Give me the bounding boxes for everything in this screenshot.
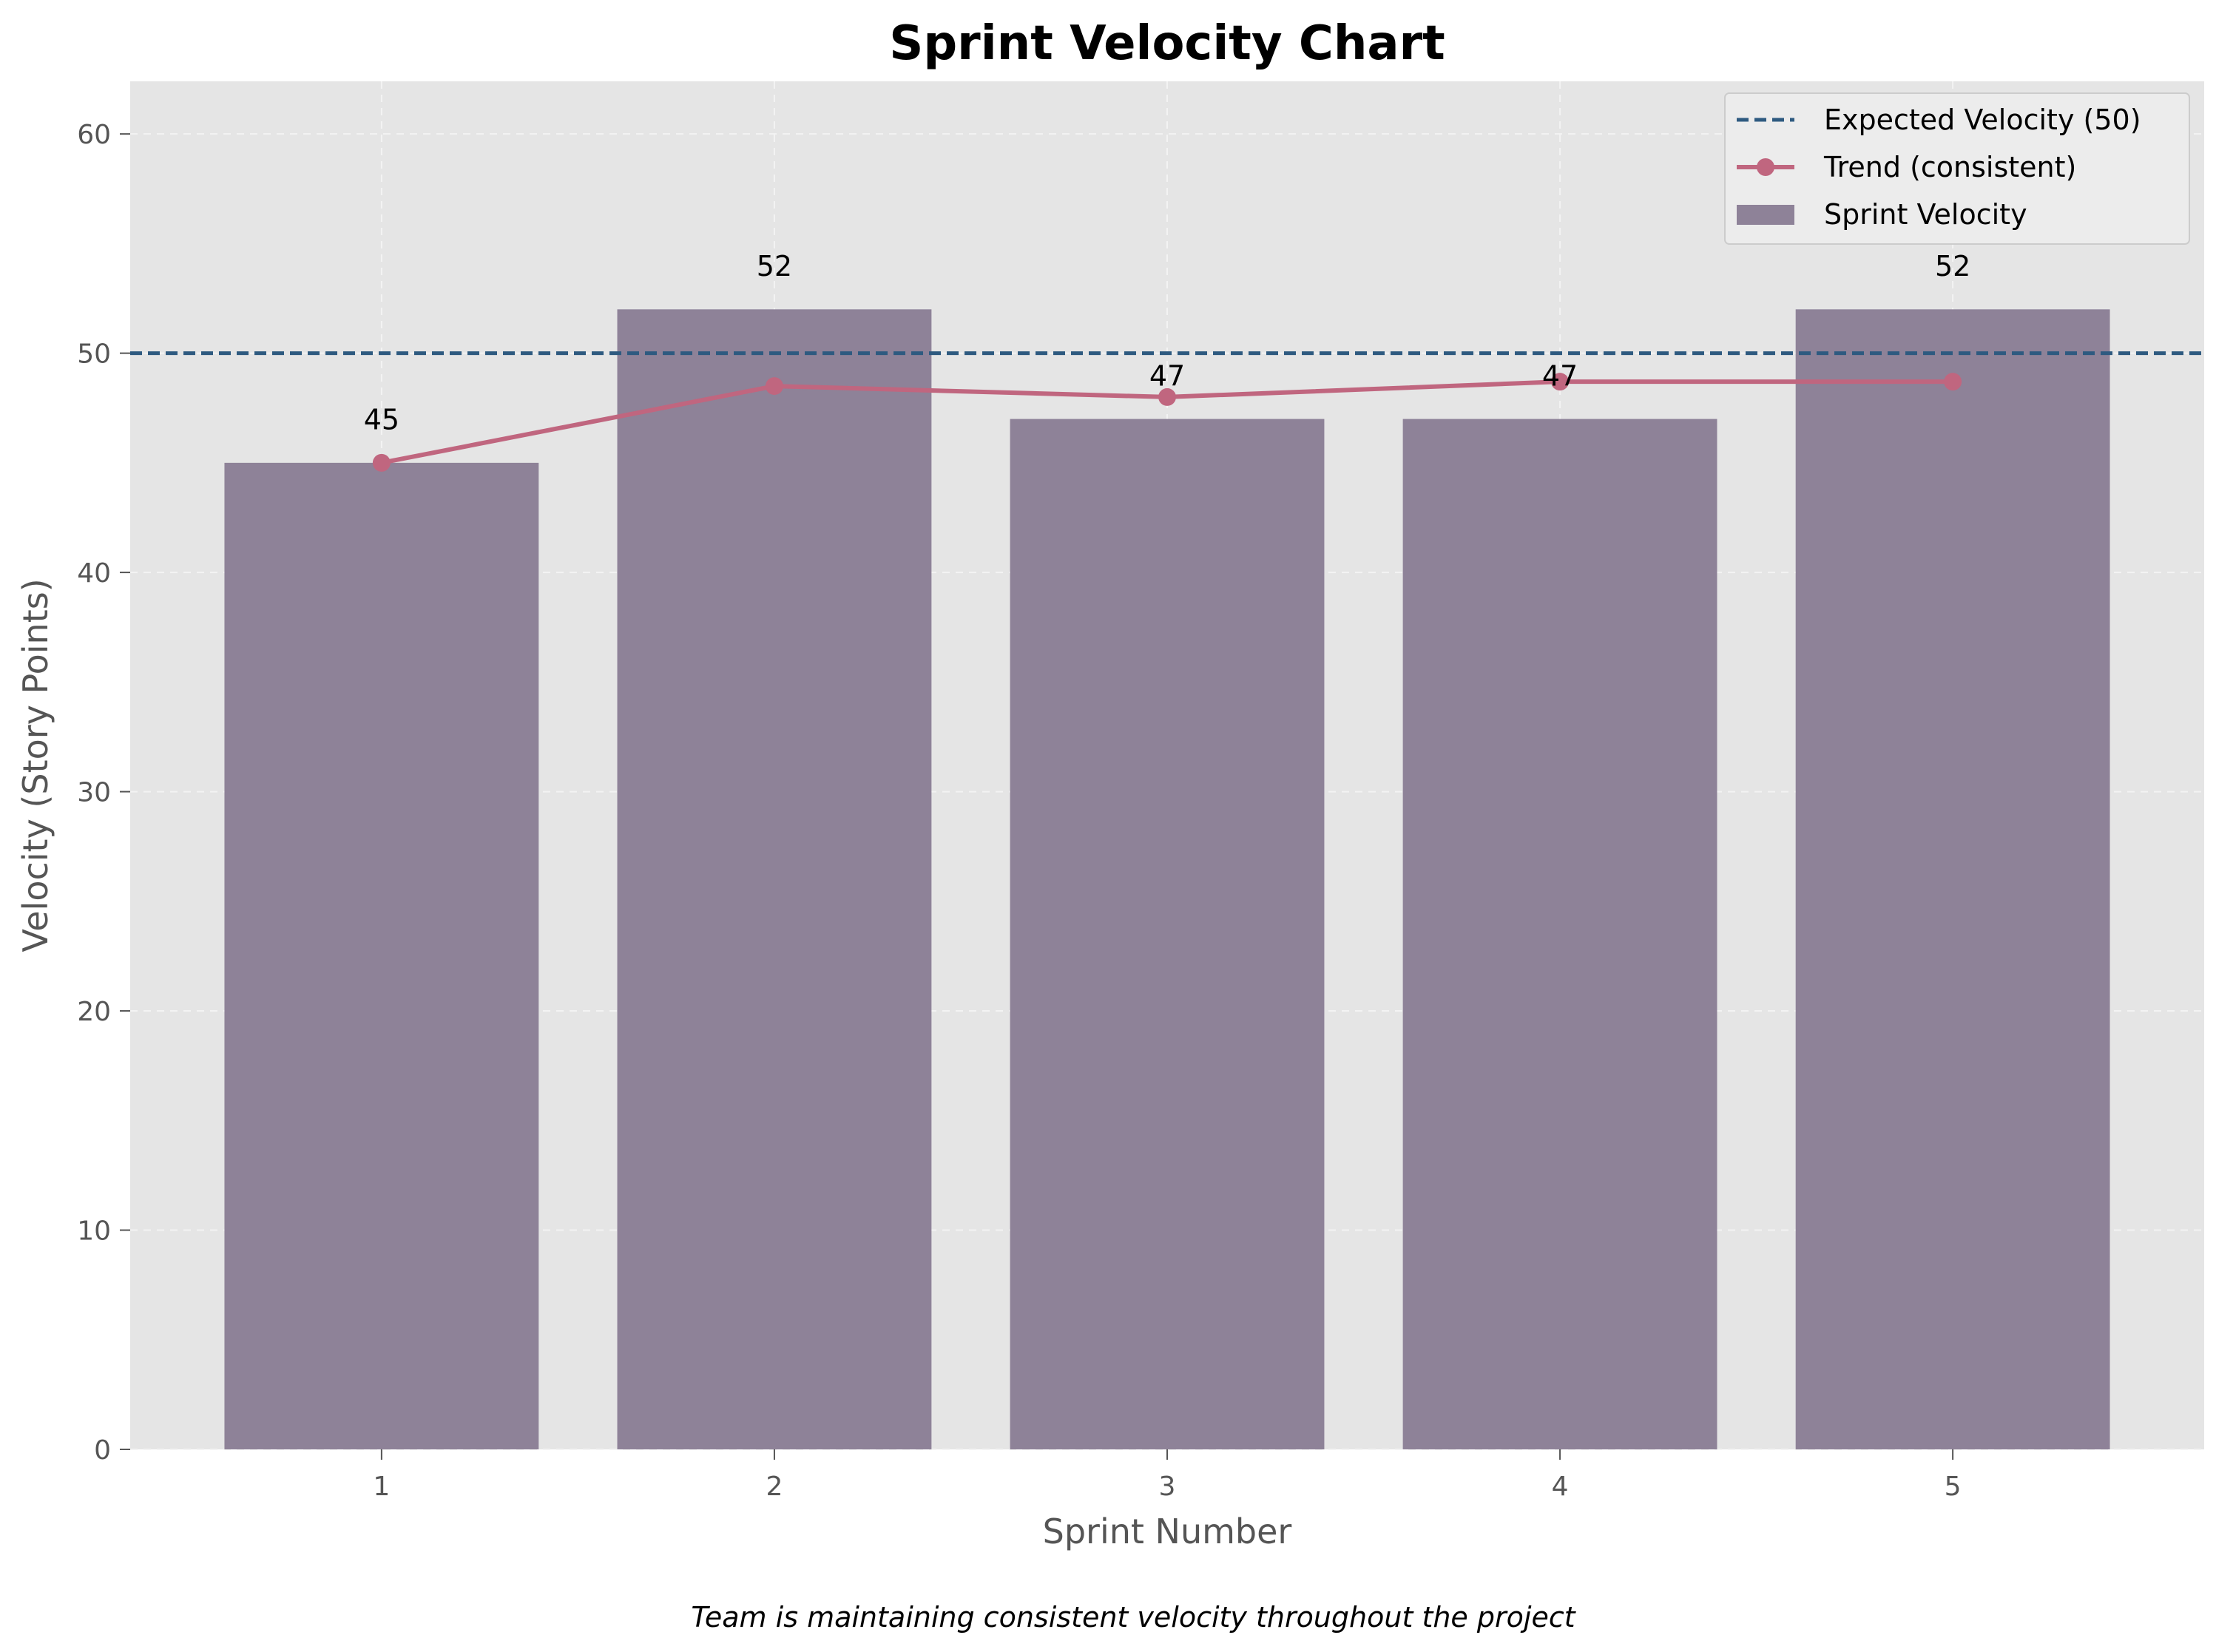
bar-value-label: 52 (1935, 250, 1970, 282)
y-tick-label: 50 (77, 339, 111, 370)
x-tick-label: 4 (1552, 1472, 1569, 1502)
y-tick-label: 0 (94, 1435, 111, 1466)
bar (1795, 309, 2110, 1449)
legend-label-expected-velocity: Expected Velocity (50) (1824, 104, 2141, 136)
bar (1402, 419, 1717, 1449)
y-tick-label: 20 (77, 997, 111, 1027)
x-tick-label: 1 (373, 1472, 390, 1502)
x-tick-label: 3 (1159, 1472, 1176, 1502)
y-tick-label: 30 (77, 778, 111, 808)
legend-swatch-sprint-velocity (1737, 205, 1794, 225)
bars (224, 309, 2110, 1449)
y-axis-label: Velocity (Story Points) (16, 578, 55, 952)
trend-point (1158, 387, 1176, 406)
y-tick-label: 40 (77, 558, 111, 589)
trend-line (372, 373, 1962, 472)
y-tick-label: 60 (77, 120, 111, 150)
bar-value-label: 47 (1149, 359, 1185, 392)
x-axis-label: Sprint Number (1043, 1511, 1292, 1551)
y-tick-label: 10 (77, 1216, 111, 1247)
bar-value-label: 47 (1542, 359, 1578, 392)
legend-marker-trend (1757, 158, 1774, 176)
data-labels: 45 52 47 47 52 (364, 250, 1971, 436)
bar (1010, 419, 1325, 1449)
chart-title: Sprint Velocity Chart (889, 16, 1445, 71)
bar (224, 462, 539, 1449)
legend-box (1724, 92, 2190, 245)
legend: Expected Velocity (50) Trend (consistent… (1724, 92, 2190, 245)
bar (617, 309, 932, 1449)
x-tick-label: 5 (1945, 1472, 1962, 1502)
chart-caption: Team is maintaining consistent velocity … (691, 1601, 1576, 1634)
trend-point (765, 377, 783, 396)
trend-point (1944, 373, 1962, 391)
bar-value-label: 45 (364, 404, 399, 436)
x-tick-label: 2 (766, 1472, 783, 1502)
legend-label-sprint-velocity: Sprint Velocity (1824, 198, 2027, 231)
bar-value-label: 52 (757, 250, 792, 282)
legend-label-trend: Trend (consistent) (1823, 151, 2076, 183)
trend-point (372, 453, 391, 472)
trend-point (1551, 373, 1570, 391)
